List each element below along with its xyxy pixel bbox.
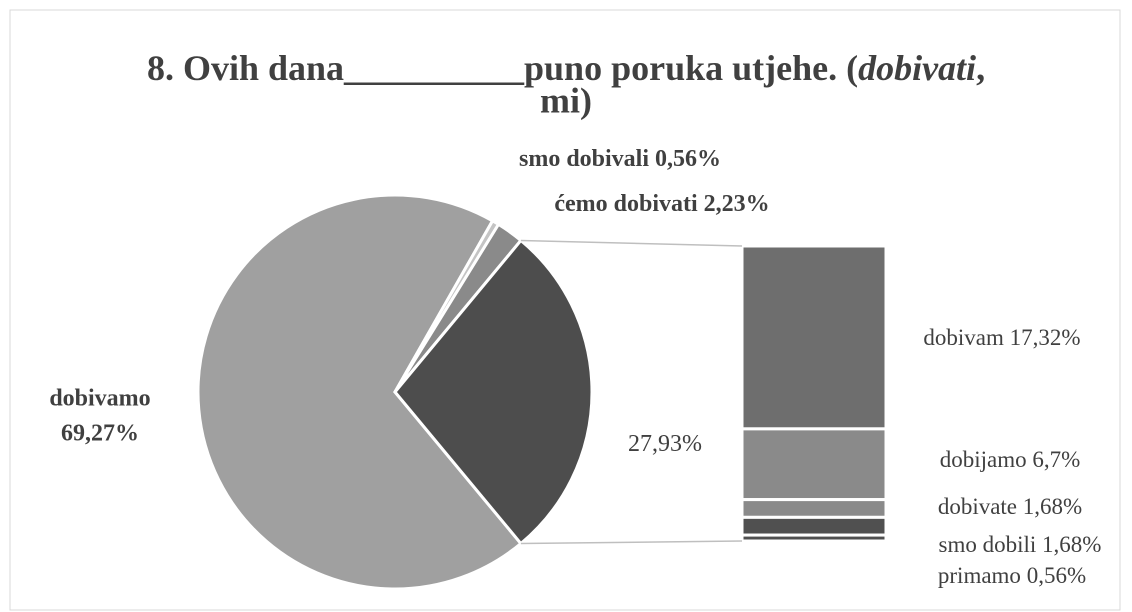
pie-slice <box>393 238 594 546</box>
bar-label: dobivam 17,32% <box>923 325 1080 350</box>
slice-label: smo dobivali 0,56% <box>519 146 721 172</box>
connector-line <box>520 239 743 247</box>
bar-segment <box>740 533 888 543</box>
bar-segment <box>740 427 888 502</box>
chart-title: mi) <box>540 80 592 120</box>
bar-name: dobivam <box>923 325 1004 350</box>
bar-value: 1,68% <box>1042 532 1101 557</box>
bar-value: 6,7% <box>1032 447 1080 472</box>
slice-label: 27,93% <box>628 431 702 457</box>
title-part: 8. Ovih dana__________puno poruka utjehe… <box>147 48 858 88</box>
slice-value: 0,56% <box>655 146 721 172</box>
pie-slice <box>196 193 524 591</box>
bar-name: smo dobili <box>939 532 1037 557</box>
bar-label: primamo 0,56% <box>938 563 1086 588</box>
bar-segment <box>740 244 888 431</box>
slice-value: 2,23% <box>704 191 770 217</box>
bar-name: dobijamo <box>940 447 1027 472</box>
slice-value: 27,93% <box>628 431 702 457</box>
bar-value: 0,56% <box>1027 563 1086 588</box>
chart-title: 8. Ovih dana__________puno poruka utjehe… <box>147 48 985 88</box>
bar-value: 1,68% <box>1023 494 1082 519</box>
bar-name: primamo <box>938 563 1021 588</box>
bar-segment <box>740 498 888 519</box>
slice-value-label: 69,27% <box>61 421 139 447</box>
slice-label: dobivamo <box>49 386 150 412</box>
slice-name: smo dobivali <box>519 146 649 172</box>
slice-name: ćemo dobivati <box>554 191 698 217</box>
title-part: dobivati <box>858 48 976 88</box>
bar-label: smo dobili 1,68% <box>939 532 1102 557</box>
bar-label: dobivate 1,68% <box>938 494 1082 519</box>
slice-label: ćemo dobivati 2,23% <box>554 191 769 217</box>
title-part: , <box>976 48 985 88</box>
bar-name: dobivate <box>938 494 1017 519</box>
bar-segment <box>740 515 888 537</box>
bar-label: dobijamo 6,7% <box>940 447 1081 472</box>
connector-line <box>520 540 743 545</box>
bar-value: 17,32% <box>1010 325 1081 350</box>
